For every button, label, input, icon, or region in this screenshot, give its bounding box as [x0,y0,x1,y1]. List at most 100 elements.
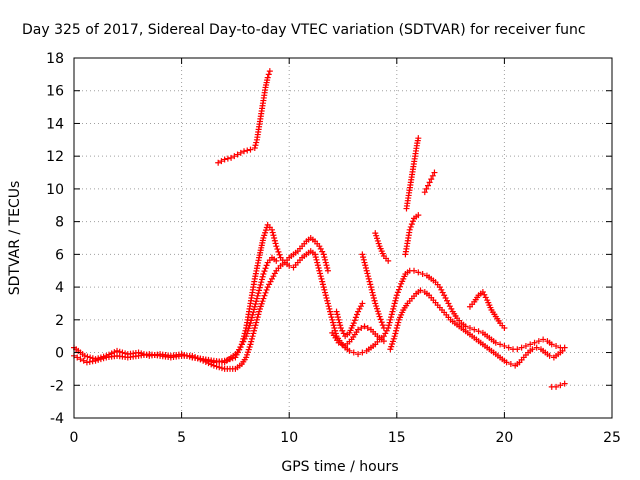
y-tick-label: 12 [46,149,64,165]
series-track-4 [215,68,273,166]
data-point [261,268,268,275]
data-point [77,356,84,363]
y-tick-label: 14 [46,116,64,132]
data-point [374,308,381,315]
data-point [391,333,398,340]
data-point [370,292,377,299]
data-point [334,311,341,318]
data-point [258,279,265,286]
x-tick-label: 0 [70,430,79,446]
data-point [353,311,360,318]
data-point [92,357,99,364]
data-point [359,300,366,307]
data-point [244,327,251,334]
y-tick-label: 8 [55,215,64,231]
data-point [234,151,241,158]
data-point [360,256,367,263]
data-point [497,341,504,348]
series-track-8 [387,287,566,369]
data-point [390,335,397,342]
data-point [390,305,397,312]
data-point [258,300,265,307]
data-point [249,311,256,318]
data-point [228,154,235,161]
data-point [361,323,368,330]
data-point [250,309,257,316]
data-point [374,235,381,242]
chart-title: Day 325 of 2017, Sidereal Day-to-day VTE… [22,22,586,38]
data-point [255,311,262,318]
data-point [322,256,329,263]
data-point [244,147,251,154]
data-point [247,341,254,348]
data-point [334,314,341,321]
data-point [346,347,353,354]
data-point [248,314,255,321]
data-point [408,221,415,228]
data-point [328,314,335,321]
data-point [522,343,529,349]
y-tick-label: 0 [55,346,64,362]
series-track-3 [189,254,280,366]
data-point [364,270,371,277]
data-point [253,295,260,302]
data-point [244,349,251,356]
data-point [492,339,499,346]
data-point [385,257,392,264]
data-point [261,292,268,299]
series-track-7 [372,230,392,264]
data-point [503,359,510,366]
data-point [546,352,553,359]
data-point [248,338,255,345]
data-point [319,278,326,285]
data-point [350,320,357,327]
data-point [254,314,261,321]
data-point [256,306,263,313]
data-point [245,346,252,353]
data-point [429,172,436,179]
data-point [264,74,271,81]
data-point [271,235,278,241]
data-point [355,326,362,333]
data-point [271,237,278,244]
y-tick-label: -2 [50,378,64,394]
data-point [557,382,564,389]
data-point [265,71,272,78]
data-point [425,182,432,189]
series-track-13 [548,380,568,390]
data-point [336,319,343,326]
data-point [322,259,329,266]
data-point [366,278,373,285]
data-point [259,273,266,280]
data-point [256,308,263,315]
data-point [325,303,332,310]
data-point [535,338,542,345]
y-tick-label: 10 [46,182,64,198]
data-point [269,229,276,236]
data-point [95,356,102,363]
series-track-10 [403,135,422,212]
series-track-11 [421,169,438,196]
data-point [312,251,319,258]
data-point [394,289,401,296]
data-point [326,305,333,312]
data-point [216,364,223,371]
data-point [331,325,338,331]
data-point [254,292,261,299]
data-point [247,320,254,327]
series-track-6 [359,251,387,331]
data-point [428,176,435,183]
data-point [389,341,396,348]
data-point [362,262,369,269]
data-point [251,325,258,331]
data-point [247,146,254,153]
data-point [252,142,259,149]
data-point [471,326,478,333]
data-point [74,354,81,361]
data-point [256,284,263,291]
data-point [221,156,228,163]
data-point [251,303,258,310]
data-point [329,319,336,326]
data-point [244,330,251,337]
